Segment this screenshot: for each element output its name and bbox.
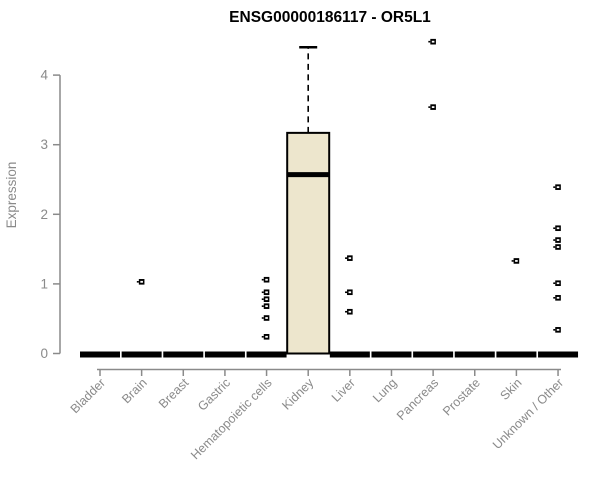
outlier-point — [428, 104, 436, 110]
y-tick-label: 0 — [40, 346, 48, 361]
outlier-point — [511, 258, 520, 264]
x-category-label: Liver — [329, 376, 358, 405]
flat-box-skin — [496, 351, 537, 358]
outlier-point — [136, 279, 145, 285]
y-tick-label: 2 — [40, 207, 48, 222]
y-axis-label: Expression — [4, 162, 19, 229]
flat-box-liver — [329, 351, 370, 358]
x-category-label: Breast — [156, 375, 192, 411]
outlier-point — [553, 244, 561, 250]
x-category-label: Skin — [497, 376, 524, 403]
chart-title: ENSG00000186117 - OR5L1 — [229, 9, 431, 26]
flat-box-breast — [163, 351, 204, 358]
flat-box-unknown-other — [538, 351, 579, 358]
outlier-point — [553, 184, 561, 190]
outlier-point — [553, 295, 561, 301]
outlier-point — [261, 333, 270, 340]
x-category-label: Prostate — [440, 376, 483, 419]
x-category-label: Unknown / Other — [490, 376, 566, 452]
x-category-label: Kidney — [279, 375, 316, 412]
y-tick-label: 3 — [40, 137, 48, 152]
outlier-point — [345, 308, 353, 315]
outlier-point — [345, 289, 353, 296]
y-tick-label: 1 — [40, 276, 48, 291]
outlier-point — [261, 289, 270, 296]
outlier-point — [428, 38, 436, 45]
outlier-point — [553, 280, 561, 287]
outlier-point — [261, 315, 270, 321]
flat-box-pancreas — [413, 351, 454, 358]
flat-box-lung — [371, 351, 412, 358]
flat-box-brain — [121, 351, 162, 358]
outlier-point — [553, 225, 561, 232]
x-category-label: Pancreas — [394, 376, 441, 423]
outlier-point — [553, 327, 561, 333]
outlier-point — [553, 237, 561, 243]
outlier-point — [261, 296, 270, 303]
x-category-label: Gastric — [195, 376, 233, 414]
box-kidney — [286, 131, 331, 355]
flat-box-prostate — [454, 351, 495, 358]
plot-area: 0 1 2 3 4 Bladder Brain Breast GastricHematopoie… — [40, 38, 579, 463]
flat-box-bladder — [80, 351, 120, 358]
x-category-label: Hematopoietic cells — [188, 376, 275, 463]
y-tick-label: 4 — [40, 68, 48, 83]
outlier-point — [261, 303, 270, 309]
flat-box-gastric — [204, 351, 245, 358]
x-category-label: Bladder — [68, 376, 108, 416]
x-category-label: Lung — [370, 376, 400, 406]
outlier-point — [345, 255, 353, 261]
x-category-label: Brain — [119, 376, 150, 407]
flat-box-hematopoietic-cells — [246, 351, 287, 358]
outlier-point — [261, 276, 270, 283]
